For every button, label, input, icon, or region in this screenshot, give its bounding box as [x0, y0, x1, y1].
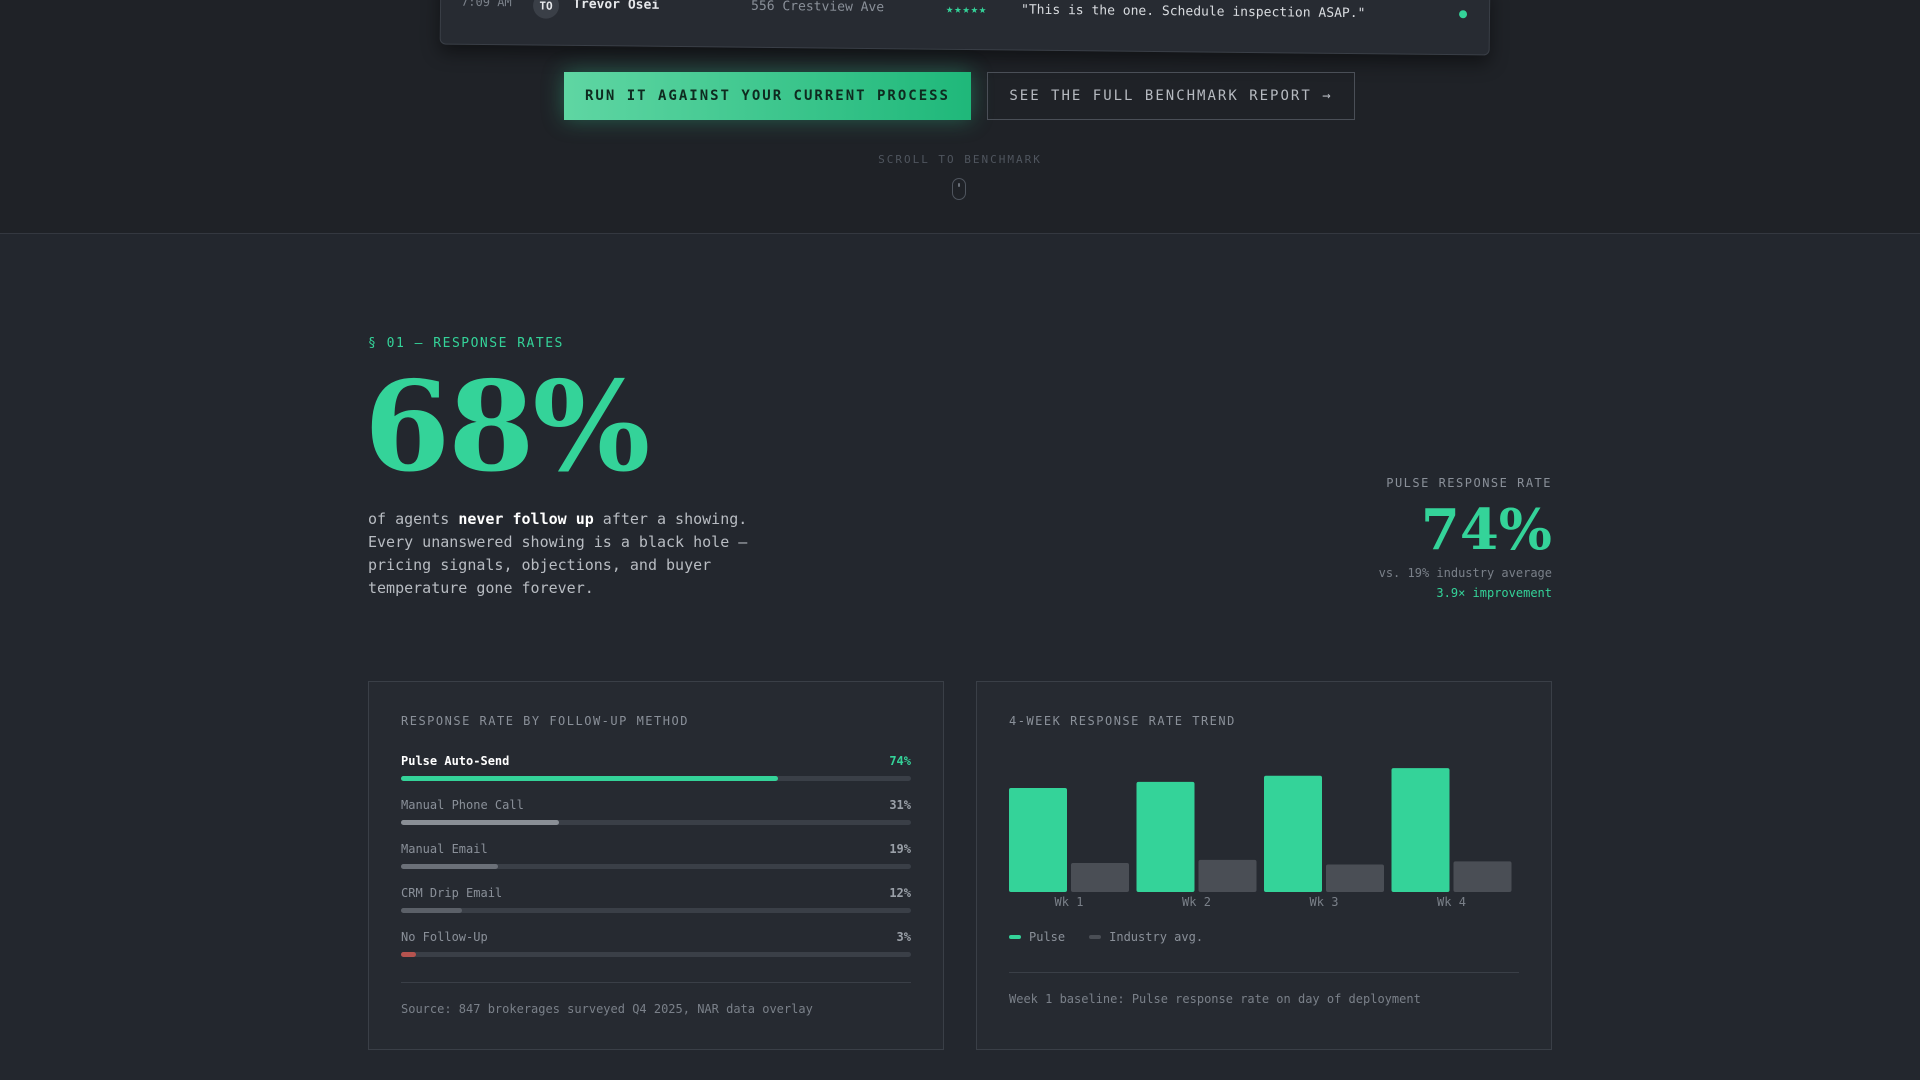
legend-label-industry: Industry avg.	[1109, 930, 1204, 944]
legend-label-pulse: Pulse	[1029, 930, 1066, 944]
stat-improvement: 3.9× improvement	[1436, 586, 1552, 600]
x-tick-label: Wk 4	[1437, 895, 1466, 909]
bar-pulse	[1391, 768, 1450, 892]
method-row: Manual Email 19%	[401, 842, 911, 869]
divider	[401, 982, 911, 983]
method-bar-track	[401, 908, 911, 913]
method-bar-fill	[401, 776, 779, 781]
bar-pulse	[1136, 781, 1195, 892]
method-header: CRM Drip Email 12%	[401, 886, 911, 900]
method-row: CRM Drip Email 12%	[401, 886, 911, 913]
source-note: Source: 847 brokerages surveyed Q4 2025,…	[401, 1002, 813, 1016]
method-bar-track	[401, 776, 911, 781]
mouse-scroll-icon[interactable]	[952, 178, 966, 200]
method-percent: 31%	[889, 798, 911, 812]
method-row: Pulse Auto-Send 74%	[401, 754, 911, 781]
full-benchmark-report-button[interactable]: SEE THE FULL BENCHMARK REPORT →	[987, 72, 1355, 120]
section-eyebrow: § 01 — RESPONSE RATES	[368, 336, 564, 351]
bar-pulse	[1009, 788, 1067, 892]
method-percent: 3%	[896, 930, 911, 944]
method-bar-fill	[401, 820, 560, 825]
pulse-response-stat: PULSE RESPONSE RATE 74% vs. 19% industry…	[1292, 476, 1552, 600]
methods-card: RESPONSE RATE BY FOLLOW-UP METHOD Pulse …	[368, 681, 944, 1050]
method-header: Pulse Auto-Send 74%	[401, 754, 911, 768]
method-bar-track	[401, 952, 911, 957]
bar-pulse	[1264, 775, 1322, 892]
hero-text-part-1: of agents	[368, 510, 459, 528]
feed-card: 7:09 AM TO Trevor Osei 556 Crestview Ave…	[439, 0, 1491, 56]
legend-swatch-industry	[1089, 935, 1102, 939]
status-dot-icon	[1458, 10, 1468, 19]
x-tick-label: Wk 1	[1055, 895, 1084, 909]
legend-item-pulse: Pulse	[1009, 930, 1065, 944]
legend-swatch-pulse	[1009, 935, 1021, 939]
method-bar-track	[401, 864, 911, 869]
method-bar-fill	[401, 864, 498, 869]
divider	[1009, 972, 1519, 973]
method-bar-track	[401, 820, 911, 825]
trend-bar-chart: Wk 1 Wk 2 Wk 3 Wk 4	[1009, 768, 1512, 909]
method-name: CRM Drip Email	[401, 886, 503, 900]
scroll-hint: SCROLL TO BENCHMARK	[878, 153, 1042, 166]
hero-stat: 68%	[364, 355, 650, 500]
method-name: Manual Email	[401, 842, 488, 856]
method-row: No Follow-Up 3%	[401, 930, 911, 957]
bar-industry	[1071, 862, 1129, 892]
method-header: Manual Phone Call 31%	[401, 798, 911, 812]
method-bar-fill	[401, 908, 463, 913]
stat-comparison: vs. 19% industry average	[1378, 566, 1552, 580]
hero-text-emphasis: never follow up	[458, 510, 594, 528]
methods-card-title: RESPONSE RATE BY FOLLOW-UP METHOD	[401, 714, 689, 728]
star-rating-icon: ★★★★★	[945, 1, 988, 17]
stat-label: PULSE RESPONSE RATE	[1386, 476, 1552, 490]
method-name: No Follow-Up	[401, 930, 488, 944]
stat-value: 74%	[1420, 497, 1552, 563]
method-bar-fill	[401, 952, 417, 957]
bar-industry	[1198, 859, 1257, 892]
feed-time: 7:09 AM	[461, 0, 512, 10]
x-tick-label: Wk 2	[1182, 895, 1211, 909]
feed-agent-name: Trevor Osei	[573, 0, 660, 13]
chart-legend: Pulse Industry avg.	[1009, 930, 1203, 944]
avatar: TO	[532, 0, 560, 19]
hero-description: of agents never follow up after a showin…	[368, 508, 748, 600]
hero-text-part-2: after a showing. Every unanswered showin…	[368, 510, 748, 597]
feed-quote: "This is the one. Schedule inspection AS…	[1020, 2, 1366, 22]
bar-industry	[1453, 861, 1512, 892]
legend-item-industry: Industry avg.	[1089, 930, 1203, 944]
baseline-note: Week 1 baseline: Pulse response rate on …	[1009, 992, 1421, 1006]
run-against-process-button[interactable]: RUN IT AGAINST YOUR CURRENT PROCESS	[564, 72, 971, 120]
trend-card-title: 4-WEEK RESPONSE RATE TREND	[1009, 714, 1236, 728]
feed-address: 556 Crestview Ave	[751, 0, 885, 16]
method-name: Manual Phone Call	[401, 798, 524, 812]
method-row: Manual Phone Call 31%	[401, 798, 911, 825]
method-percent: 74%	[889, 754, 911, 768]
method-percent: 19%	[889, 842, 911, 856]
method-percent: 12%	[889, 886, 911, 900]
method-header: Manual Email 19%	[401, 842, 911, 856]
hero-band: 7:09 AM TO Trevor Osei 556 Crestview Ave…	[0, 0, 1920, 234]
method-header: No Follow-Up 3%	[401, 930, 911, 944]
bar-industry	[1326, 864, 1384, 892]
method-name: Pulse Auto-Send	[401, 754, 510, 768]
x-tick-label: Wk 3	[1310, 895, 1339, 909]
